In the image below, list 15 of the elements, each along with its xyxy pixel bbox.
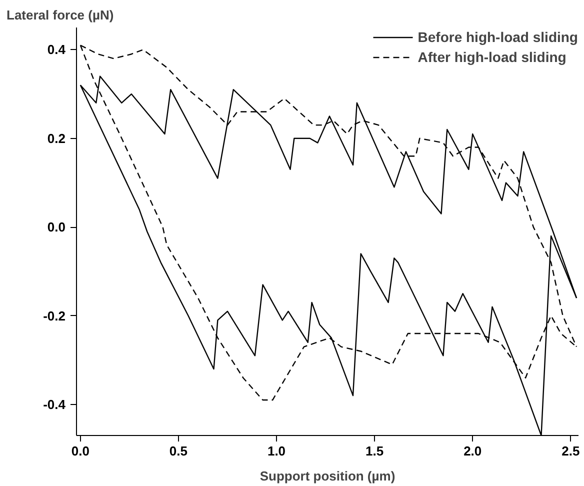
x-tick-label: 0.0 <box>71 444 90 458</box>
legend-label: Before high-load sliding <box>418 29 578 45</box>
y-tick-label: 0.4 <box>47 42 66 58</box>
y-tick-label: -0.2 <box>43 308 66 324</box>
y-tick-label: 0.2 <box>47 130 66 146</box>
x-tick-label: 1.5 <box>366 444 384 458</box>
y-axis-title: Lateral force (µN) <box>6 8 114 22</box>
x-tick-label: 0.5 <box>169 444 188 458</box>
y-tick-label: -0.4 <box>43 396 66 412</box>
x-tick-label: 2.0 <box>464 444 482 458</box>
legend-label: After high-load sliding <box>418 49 566 65</box>
x-tick-label: 2.5 <box>562 444 580 458</box>
y-tick-label: 0.0 <box>47 220 66 235</box>
x-axis-title: Support position (µm) <box>260 468 396 484</box>
x-tick-label: 1.0 <box>267 444 286 458</box>
